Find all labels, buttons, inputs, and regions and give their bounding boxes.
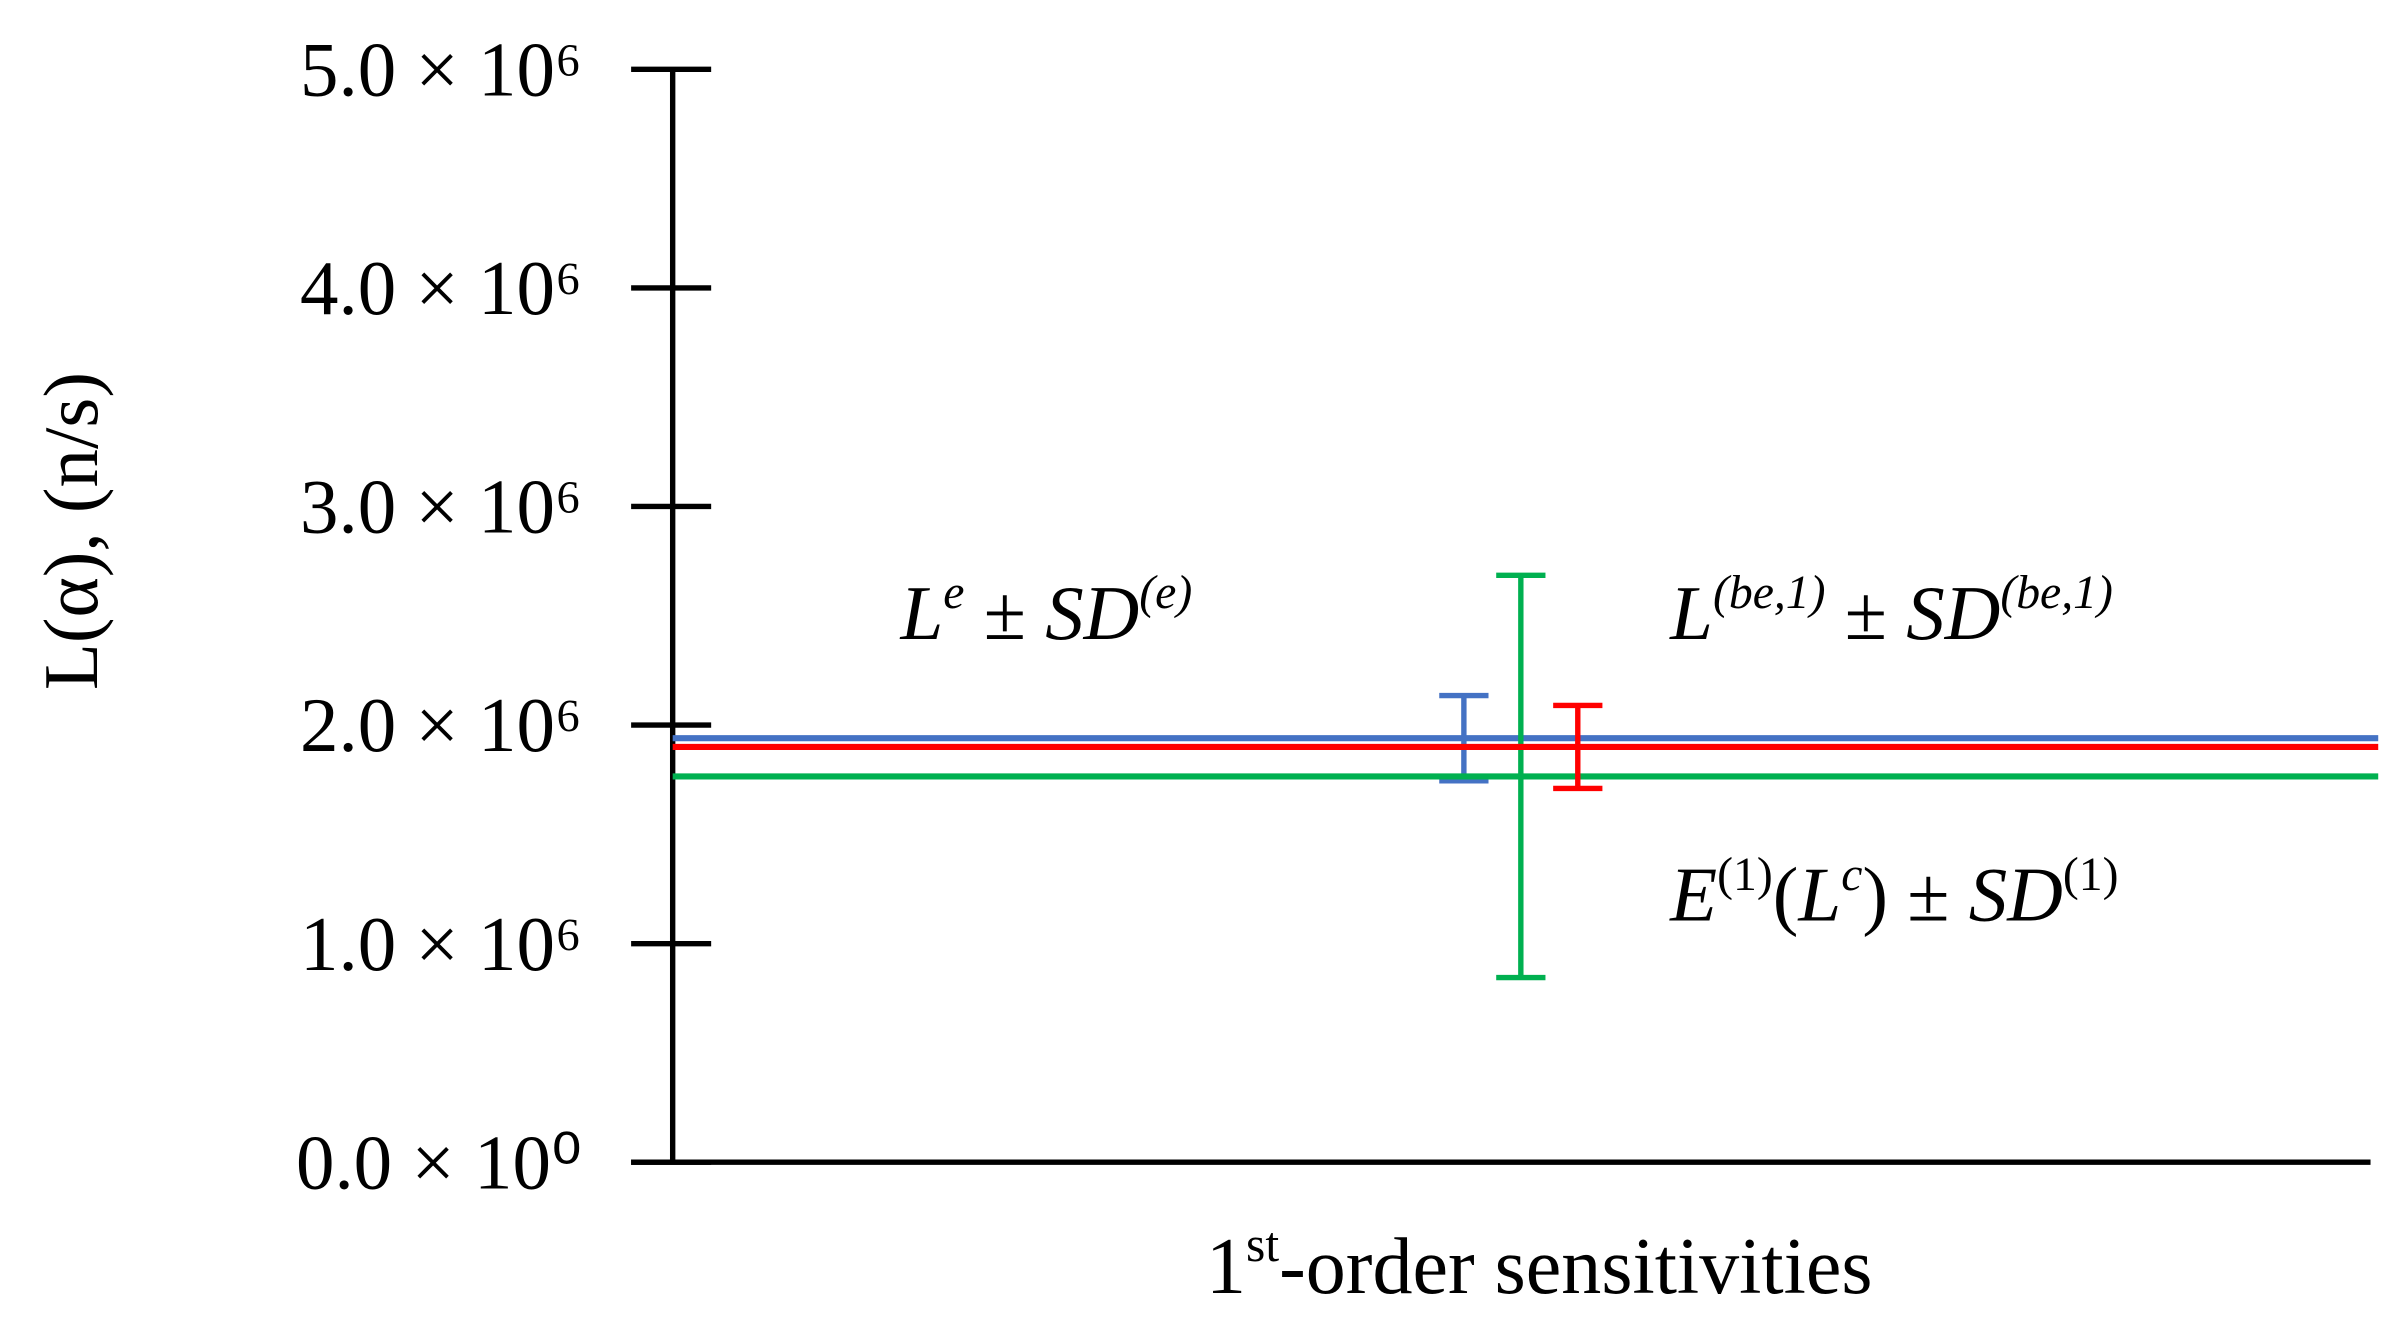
series-label-part: SD bbox=[1969, 852, 2063, 938]
error-bar bbox=[1496, 572, 1546, 981]
series-label-part: (be,1) bbox=[2000, 566, 2113, 619]
series-label: E(1)(Lc) ± SD(1) bbox=[1669, 848, 2118, 938]
series-label: Le ± SD(e) bbox=[899, 566, 1192, 656]
series-label-part: ± bbox=[964, 570, 1045, 656]
y-tick-label: 4.0 × 10⁶ bbox=[300, 245, 582, 331]
x-axis-label-part: -order sensitivities bbox=[1279, 1223, 1872, 1311]
error-bar bbox=[1439, 692, 1489, 784]
y-tick-label: 0.0 × 10⁰ bbox=[296, 1119, 582, 1205]
x-axis-label-part: st bbox=[1246, 1217, 1279, 1272]
y-tick-label: 5.0 × 10⁶ bbox=[300, 26, 582, 112]
y-tick-label: 3.0 × 10⁶ bbox=[300, 464, 582, 550]
series-label-part: c bbox=[1841, 848, 1862, 901]
y-tick-label: 1.0 × 10⁶ bbox=[300, 901, 582, 987]
x-axis-label: 1st-order sensitivities bbox=[1206, 1217, 1873, 1311]
series-label-part: ± bbox=[1826, 570, 1907, 656]
series-label-part: ) ± bbox=[1862, 852, 1968, 938]
series-label-part: L bbox=[1669, 570, 1713, 656]
series-label-part: (be,1) bbox=[1713, 566, 1826, 619]
series-label-part: (e) bbox=[1139, 566, 1192, 619]
error-bar bbox=[1553, 702, 1603, 792]
y-tick-label: 2.0 × 10⁶ bbox=[300, 682, 582, 768]
series-label-part: (1) bbox=[1717, 848, 1773, 901]
series-label-part: ( bbox=[1773, 852, 1799, 938]
series-label-part: L bbox=[1797, 852, 1841, 938]
series-label-part: E bbox=[1669, 852, 1717, 938]
series-label-part: (1) bbox=[2063, 848, 2119, 901]
x-axis-label-part: 1 bbox=[1206, 1223, 1246, 1311]
series-label-part: SD bbox=[1045, 570, 1139, 656]
series-label-part: e bbox=[943, 566, 964, 619]
series-label-part: SD bbox=[1906, 570, 2000, 656]
y-axis-label: L(α), (n/s) bbox=[28, 372, 114, 690]
series-label-part: L bbox=[899, 570, 943, 656]
series-label: L(be,1) ± SD(be,1) bbox=[1669, 566, 2113, 656]
